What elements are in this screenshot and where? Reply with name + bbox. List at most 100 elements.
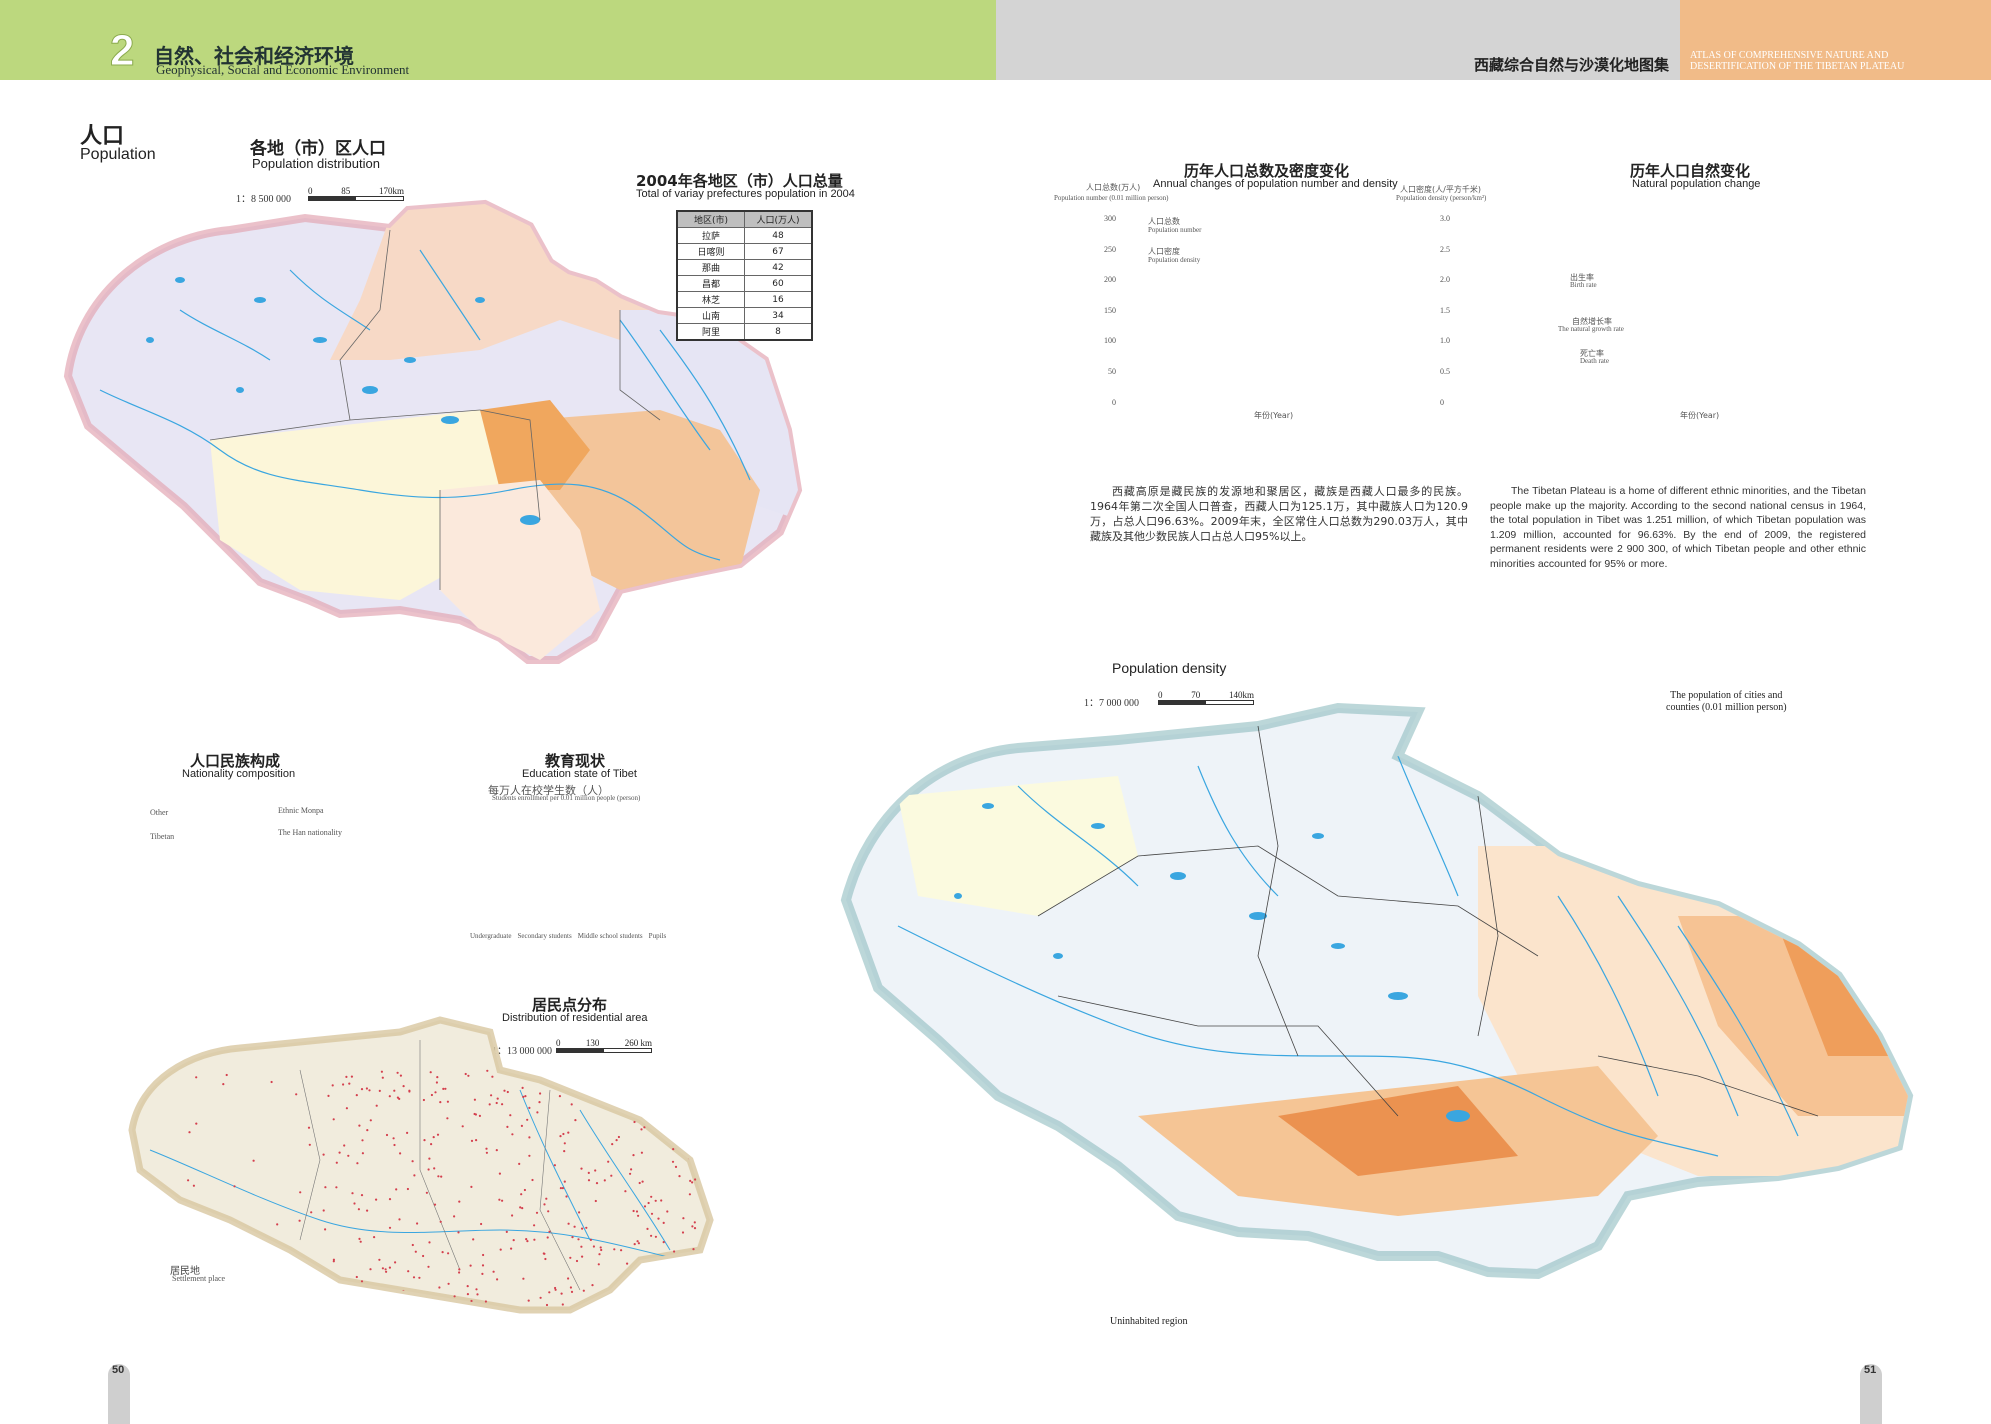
settlement-dot (361, 1152, 364, 1155)
settlement-dot (461, 1125, 464, 1128)
settlement-dot (657, 1298, 660, 1301)
settlement-dot (689, 1179, 692, 1182)
table-cell: 60 (744, 275, 813, 292)
settlement-dot (599, 1246, 602, 1249)
settlement-dot (399, 1074, 402, 1077)
table-cell: 42 (744, 259, 813, 276)
settlement-dot (637, 1214, 640, 1217)
education-title-cn: 教育现状 (545, 752, 606, 770)
settlement-dot (480, 1222, 483, 1226)
settlement-dot (501, 1199, 504, 1202)
settlement-dot (418, 1276, 421, 1279)
settlement-dot (510, 1247, 513, 1250)
residential-legend-cn: 居民地 (170, 1266, 200, 1277)
settlement-dot (440, 1175, 443, 1178)
table-row: 林芝 16 (676, 291, 813, 308)
settlement-dot (411, 1243, 414, 1247)
settlement-dot (438, 1286, 441, 1289)
settlement-dot (392, 1137, 395, 1140)
settlement-dot (320, 1286, 323, 1289)
settlement-dot (466, 1293, 469, 1296)
settlement-dot (675, 1279, 678, 1282)
settlement-dot (533, 1238, 536, 1241)
header-band-orange (1680, 0, 1991, 80)
settlement-dot (437, 1175, 440, 1178)
settlement-dot (273, 1258, 276, 1261)
settlement-dot (458, 1268, 461, 1271)
settlement-dot (402, 1085, 405, 1088)
legend-density-en: Population density (1148, 256, 1201, 264)
settlement-dot (310, 1211, 313, 1214)
settlement-dot (575, 1259, 579, 1263)
settlement-dot (580, 1167, 583, 1170)
settlement-dot (345, 1107, 348, 1110)
settlement-dot (526, 1240, 529, 1243)
settlement-dot (393, 1089, 396, 1092)
settlement-dot (345, 1288, 348, 1291)
settlement-dot (192, 1184, 195, 1187)
settlement-dot (434, 1091, 437, 1094)
settlement-dot (478, 1114, 481, 1117)
settlement-dot (522, 1277, 525, 1280)
settlement-dot (681, 1231, 685, 1234)
settlement-dot (585, 1226, 588, 1229)
settlement-dot (481, 1264, 485, 1267)
settlement-dot (678, 1175, 681, 1178)
settlement-dot (650, 1212, 654, 1215)
settlement-dot (188, 1131, 191, 1134)
settlement-dot (580, 1245, 583, 1248)
settlement-dot (559, 1135, 562, 1138)
settlement-dot (432, 1136, 435, 1139)
settlement-dot (503, 1089, 506, 1092)
residential-title-cn: 居民点分布 (532, 996, 608, 1014)
settlement-dot (439, 1220, 442, 1223)
settlement-dot (698, 1072, 701, 1075)
settlement-dot (298, 1219, 301, 1222)
settlement-dot (624, 1190, 627, 1193)
settlement-dot (331, 1084, 334, 1087)
tick-label: 0 (1112, 397, 1116, 407)
settlement-dot (668, 1105, 671, 1108)
settlement-dot (411, 1160, 414, 1163)
settlement-dot (687, 1264, 690, 1267)
settlement-dot (531, 1178, 534, 1182)
settlement-dot (518, 1162, 521, 1165)
settlement-dot (444, 1087, 447, 1090)
settlement-dot (398, 1218, 401, 1221)
settlement-dot (416, 1222, 419, 1225)
settlement-dot (236, 1236, 239, 1239)
settlement-dot (676, 1070, 679, 1073)
settlement-dot (412, 1276, 416, 1279)
settlement-dot (578, 1211, 581, 1214)
settlement-dot (394, 1261, 397, 1264)
settlement-dot (324, 1228, 327, 1231)
settlement-dot (369, 1268, 372, 1271)
settlement-dot (662, 1241, 665, 1244)
settlement-dot (674, 1165, 678, 1168)
annual-chart-title-en: Annual changes of population number and … (1153, 178, 1398, 190)
settlement-dot (388, 1198, 392, 1201)
settlement-dot (570, 1103, 573, 1106)
settlement-dot (360, 1194, 364, 1197)
settlement-dot (598, 1253, 601, 1256)
settlement-dot (276, 1223, 279, 1226)
scale-tick: 0 (556, 1038, 561, 1048)
growth-rate-en: The natural growth rate (1558, 325, 1624, 333)
settlement-dot (521, 1207, 524, 1210)
settlement-dot (433, 1203, 437, 1206)
scale-tick: 130 (585, 1038, 600, 1048)
settlement-dot (590, 1074, 593, 1077)
table-cell: 16 (744, 291, 813, 308)
education-subtitle-cn: 每万人在校学生数（人） (488, 784, 609, 797)
settlement-dot (427, 1303, 430, 1307)
legend-number-en: Population number (1148, 226, 1202, 234)
settlement-dot (327, 1094, 330, 1097)
settlement-dot (650, 1195, 653, 1198)
settlement-dot (474, 1113, 477, 1116)
settlement-dot (422, 1098, 425, 1102)
legend-number-cn: 人口总数 (1148, 217, 1180, 226)
settlement-dot (322, 1209, 325, 1212)
settlement-dot (670, 1261, 674, 1264)
settlement-dot (633, 1109, 636, 1112)
settlement-dot (488, 1103, 491, 1106)
